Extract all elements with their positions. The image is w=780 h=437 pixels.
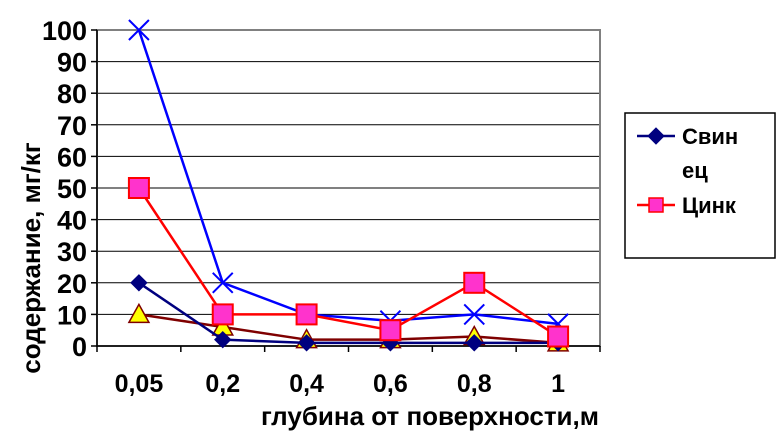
x-tick-label-0: 0,05 xyxy=(115,370,164,398)
series-1-line xyxy=(137,187,559,338)
y-tick-label-80: 80 xyxy=(57,79,87,109)
y-tick-label-90: 90 xyxy=(57,48,87,78)
y-tick-label-40: 40 xyxy=(57,206,87,236)
series-0-point-0 xyxy=(130,274,148,292)
series-3-line xyxy=(138,313,559,345)
y-tick-label-50: 50 xyxy=(57,174,87,204)
y-tick-label-30: 30 xyxy=(57,237,87,267)
series-1-point-1 xyxy=(211,303,234,326)
x-axis-title: глубина от поверхности,м xyxy=(261,401,599,431)
series-2-line xyxy=(137,29,559,326)
x-tick-label-5: 1 xyxy=(551,370,565,398)
legend-label-lead-line1: Свин xyxy=(682,124,738,149)
x-tick-label-4: 0,8 xyxy=(457,370,492,398)
x-tick-label-3: 0,6 xyxy=(373,370,408,398)
y-tick-label-20: 20 xyxy=(57,269,87,299)
legend-label-lead-line2: ец xyxy=(682,158,708,183)
series-3-point-0 xyxy=(127,302,151,324)
series-1 xyxy=(127,177,570,348)
series-2-point-4 xyxy=(463,303,485,326)
series-2-point-1 xyxy=(212,272,234,294)
series-2-point-0 xyxy=(128,19,150,41)
series-1-point-4 xyxy=(463,271,486,294)
series-0-line xyxy=(138,281,559,345)
series-0-point-2 xyxy=(297,334,316,352)
y-tick-label-100: 100 xyxy=(42,16,87,46)
series-layer xyxy=(127,19,570,352)
y-axis-title: содержание, мг/кг xyxy=(16,142,46,374)
y-tick-label-60: 60 xyxy=(57,142,87,172)
legend-marker-lead xyxy=(647,127,665,145)
series-1-point-5 xyxy=(547,325,570,348)
series-1-point-2 xyxy=(295,303,318,326)
series-0-point-4 xyxy=(465,334,483,352)
series-2 xyxy=(128,19,569,335)
legend-marker-zinc xyxy=(648,197,664,213)
gridlines xyxy=(97,29,600,315)
series-0-point-1 xyxy=(214,330,232,349)
x-tick-label-2: 0,4 xyxy=(289,370,324,398)
y-tick-label-10: 10 xyxy=(57,300,87,330)
legend: Свин ец Цинк xyxy=(624,112,776,259)
legend-label-zinc: Цинк xyxy=(682,193,737,218)
series-1-point-3 xyxy=(379,319,402,342)
y-tick-label-70: 70 xyxy=(57,111,87,141)
series-1-point-0 xyxy=(127,177,150,199)
y-tick-label-0: 0 xyxy=(72,332,87,362)
x-tick-label-1: 0,2 xyxy=(205,370,240,398)
